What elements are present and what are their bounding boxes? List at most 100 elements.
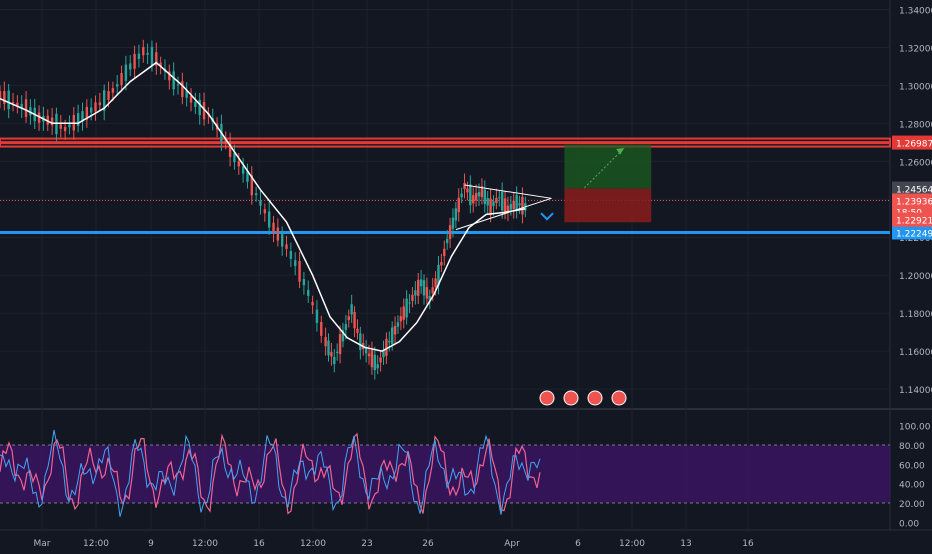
candle-body — [512, 200, 515, 210]
candle-body — [24, 99, 28, 118]
axis-layer: 1.340001.320001.300001.280001.260001.240… — [34, 6, 932, 549]
triangle-upper-trendline[interactable] — [464, 184, 552, 199]
economic-event-icon[interactable] — [587, 390, 603, 406]
candle-body — [472, 195, 475, 204]
candle-body — [120, 72, 123, 86]
candle-body — [285, 244, 288, 249]
oscillator-pane — [0, 429, 890, 517]
price-tick-label: 1.14000 — [899, 386, 932, 396]
price-tag-label: 1.24564 — [896, 186, 932, 196]
price-tag-label: 1.22921 — [896, 217, 932, 227]
candle-body — [445, 238, 449, 244]
candle-body — [515, 195, 518, 212]
candle-body — [376, 364, 379, 369]
economic-event-icon[interactable] — [563, 390, 579, 406]
candle-body — [443, 248, 446, 257]
economic-event-icon[interactable] — [611, 390, 627, 406]
levels-layer — [0, 137, 891, 234]
candle-body — [460, 193, 463, 198]
candle-body — [159, 62, 162, 67]
price-pane — [0, 39, 527, 380]
oscillator-k-line — [0, 432, 541, 515]
candle-body — [463, 182, 466, 189]
projection-arrow-head — [616, 148, 625, 155]
candle-body — [146, 52, 149, 55]
candle-body — [425, 287, 429, 299]
candle-body — [37, 112, 41, 123]
candle-body — [294, 260, 297, 267]
candle-body — [289, 251, 293, 259]
candle-body — [495, 198, 498, 204]
price-tag — [892, 212, 932, 227]
candle-body — [267, 211, 271, 228]
drawing-tools-layer[interactable] — [455, 144, 652, 406]
candle-body — [254, 193, 258, 196]
candle-body — [480, 186, 484, 198]
position-stop-zone[interactable] — [564, 188, 652, 223]
candle-body — [338, 334, 342, 355]
candle-body — [233, 152, 236, 163]
candle-body — [509, 204, 513, 210]
oscillator-d-line — [0, 429, 541, 517]
candle-body — [155, 52, 158, 66]
candle-body — [411, 294, 414, 302]
time-tick-label: 12:00 — [619, 539, 645, 549]
candle-body — [20, 103, 23, 109]
triangle-lower-trendline[interactable] — [455, 197, 552, 231]
time-tick-label: 16 — [253, 539, 265, 549]
position-target-zone[interactable] — [564, 144, 652, 189]
oscillator-tick-label: 100.00 — [899, 423, 931, 433]
support-price-tag — [892, 225, 932, 240]
candle-body — [76, 113, 80, 126]
candle-body — [503, 198, 507, 212]
time-tick-label: Mar — [34, 539, 51, 549]
candle-body — [353, 311, 356, 329]
candle-body — [3, 91, 6, 104]
candle-body — [396, 322, 400, 327]
candle-body — [63, 126, 67, 132]
candle-body — [417, 279, 420, 296]
time-tick-label: 26 — [422, 539, 434, 549]
candle-body — [241, 166, 245, 174]
price-tick-label: 1.30000 — [899, 82, 932, 92]
candle-body — [518, 203, 521, 206]
candle-body — [405, 298, 408, 318]
candle-body — [85, 106, 89, 120]
candle-body — [483, 189, 486, 204]
candle-body — [500, 191, 504, 211]
candle-body — [466, 188, 469, 193]
candle-body — [0, 91, 2, 99]
projection-arrow-line — [584, 147, 625, 189]
candle-body — [94, 102, 97, 112]
candle-body — [385, 338, 388, 356]
candle-body — [492, 201, 495, 207]
time-tick-label: 12:00 — [83, 539, 109, 549]
candle-body — [350, 304, 353, 315]
candle-body — [408, 302, 411, 304]
time-tick-label: 23 — [361, 539, 372, 549]
candle-body — [46, 115, 49, 125]
candle-body — [228, 141, 232, 157]
candle-body — [324, 336, 327, 347]
candle-body — [68, 124, 71, 128]
candle-body — [356, 328, 359, 333]
candle-body — [250, 175, 254, 196]
price-tick-label: 1.16000 — [899, 348, 932, 358]
price-tick-label: 1.34000 — [899, 6, 932, 16]
candle-body — [489, 198, 492, 216]
support-price-label: 1.22249 — [896, 229, 932, 239]
candle-body — [333, 356, 336, 365]
candle-body — [379, 357, 382, 363]
economic-event-icon[interactable] — [539, 390, 555, 406]
candle-body — [454, 208, 458, 221]
price-tick-label: 1.28000 — [899, 120, 932, 130]
resistance-price-label: 1.26987 — [896, 140, 932, 150]
candle-body — [402, 306, 405, 320]
candle-body — [59, 124, 62, 129]
candle-body — [224, 138, 227, 144]
candle-body — [98, 102, 102, 106]
candle-body — [344, 324, 348, 330]
candle-body — [89, 107, 93, 113]
candle-body — [7, 90, 10, 110]
